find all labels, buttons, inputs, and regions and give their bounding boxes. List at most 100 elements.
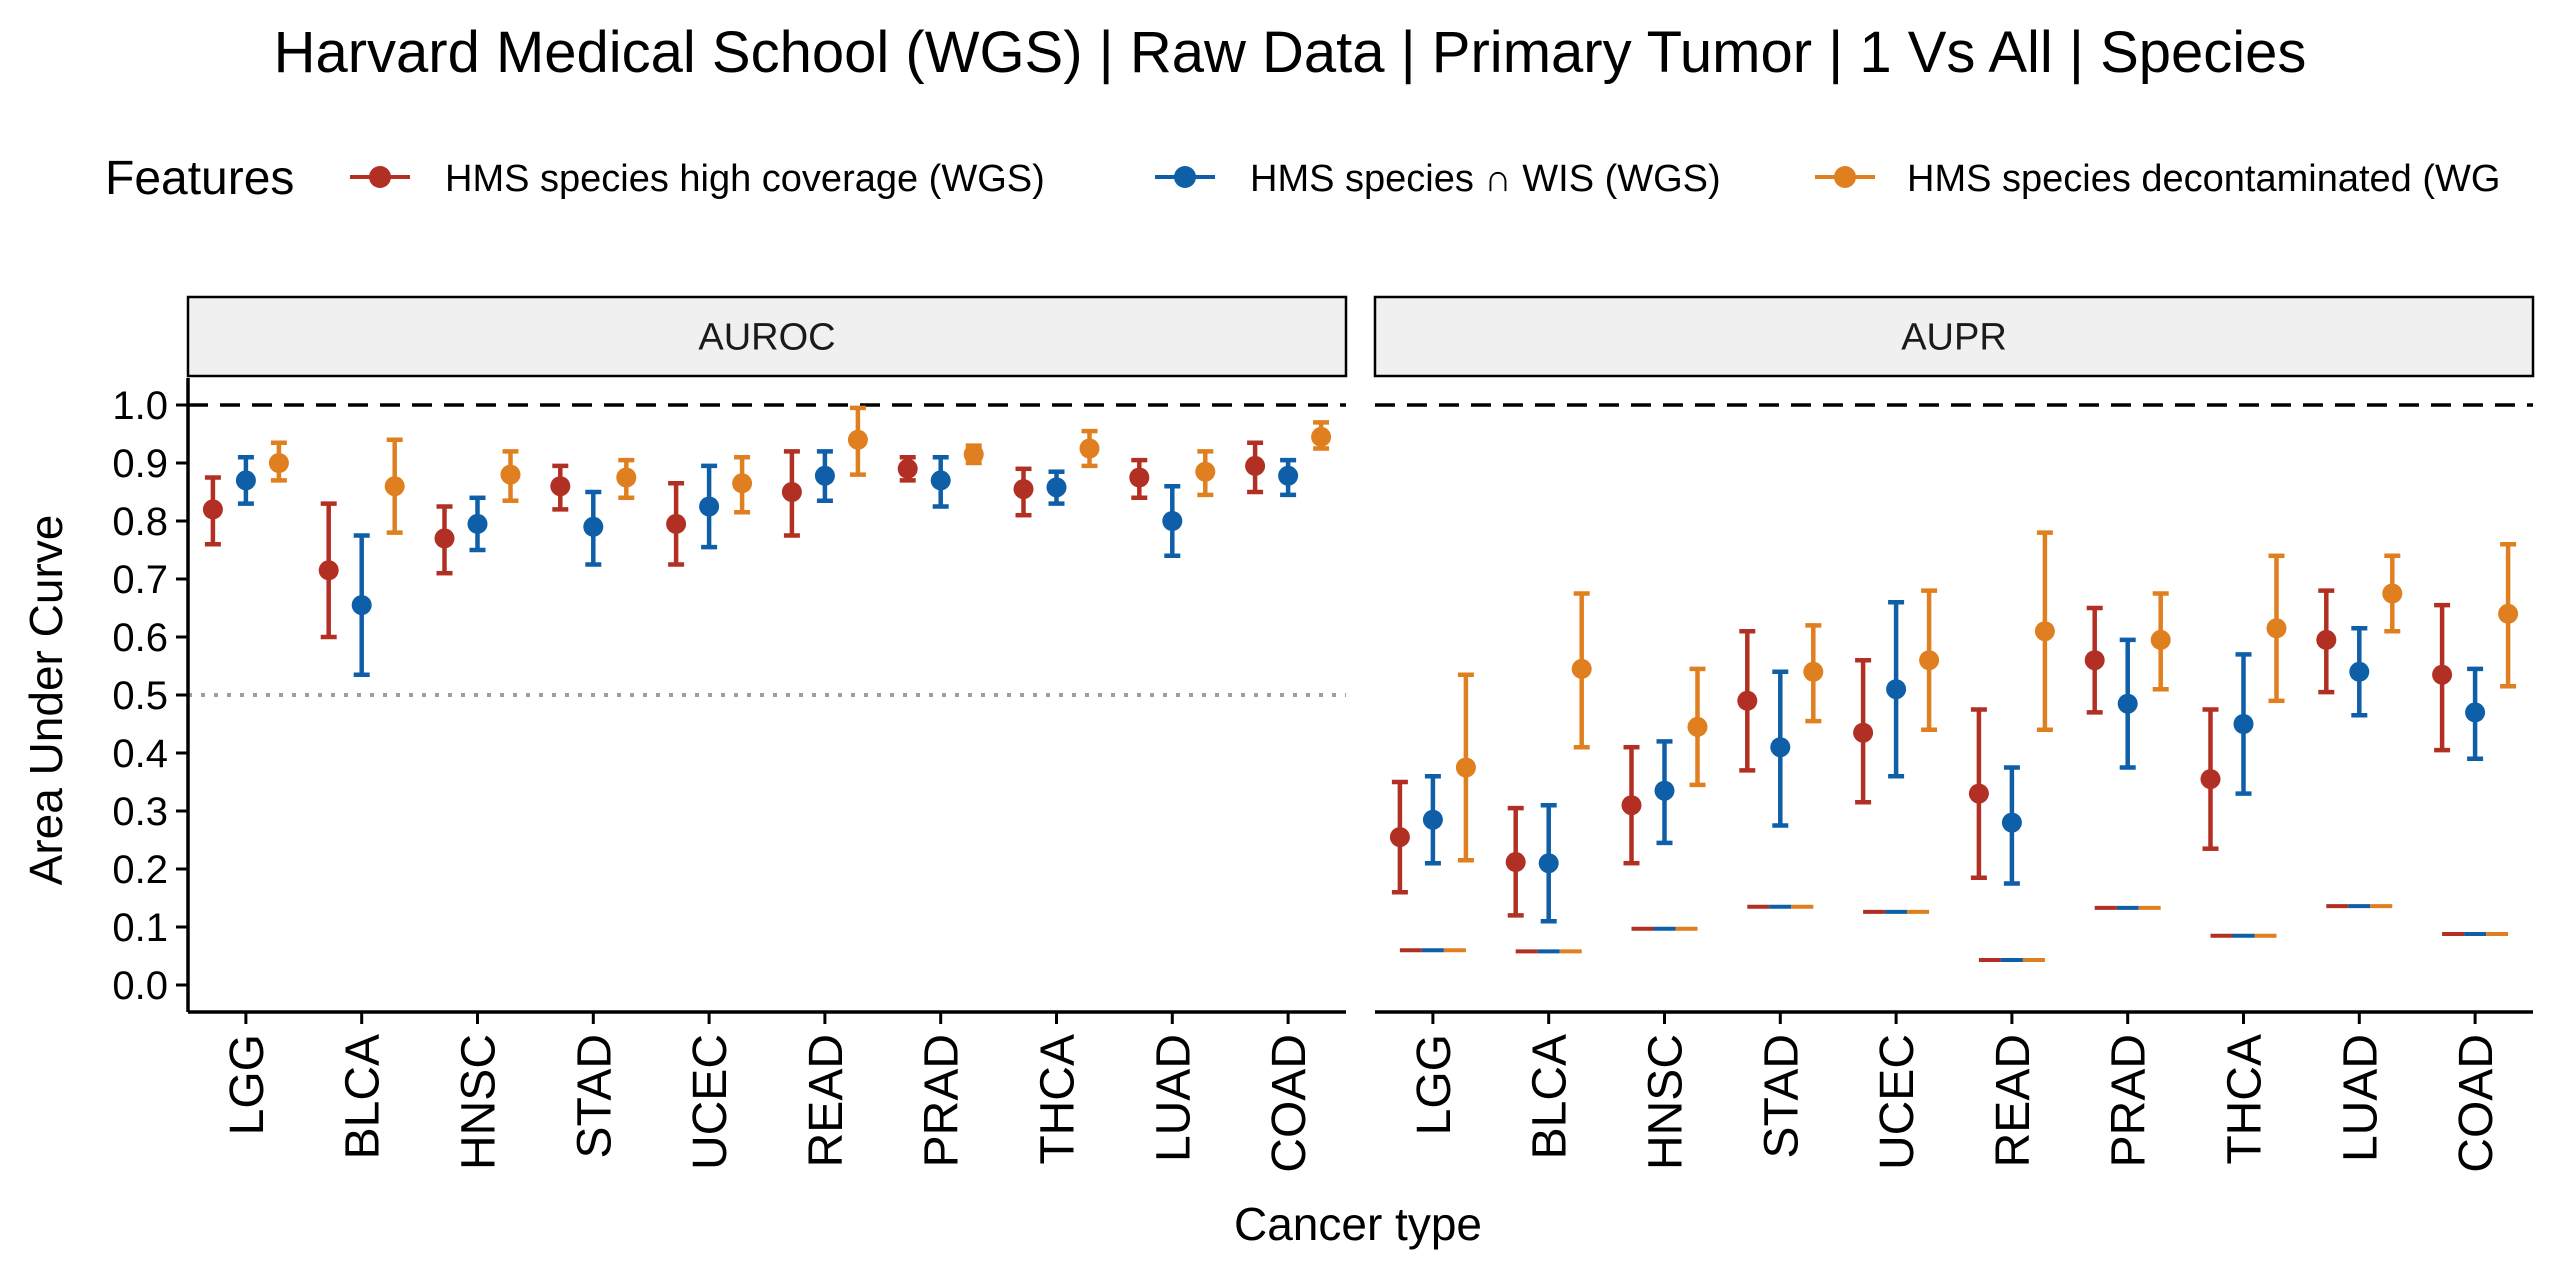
x-tick-label: LUAD bbox=[2334, 1034, 2387, 1162]
y-tick-label: 0.9 bbox=[112, 442, 168, 486]
data-point bbox=[1853, 722, 1874, 743]
x-tick-label: PRAD bbox=[2103, 1034, 2156, 1167]
data-point bbox=[1737, 690, 1758, 711]
data-point bbox=[583, 516, 604, 537]
data-point bbox=[2316, 629, 2337, 650]
x-tick-label: LGG bbox=[1408, 1034, 1461, 1135]
strip-aupr bbox=[1373, 295, 2535, 378]
data-point bbox=[814, 465, 835, 486]
data-point bbox=[1770, 737, 1791, 758]
data-point bbox=[2465, 702, 2486, 723]
x-tick-label: LUAD bbox=[1147, 1034, 1200, 1162]
x-tick-label: THCA bbox=[1032, 1034, 1085, 1165]
legend-label-2: HMS species decontaminated (WG bbox=[1907, 158, 2500, 200]
panel-aupr: AUPR LGG BLCA HNSC STAD UCEC READ PRAD THCA LUAD C… bbox=[1373, 295, 2535, 1173]
data-point bbox=[1311, 426, 1332, 447]
legend-title: Features bbox=[105, 152, 294, 205]
data-point bbox=[351, 595, 372, 616]
data-point bbox=[1621, 795, 1642, 816]
strip-label-auroc: AUROC bbox=[698, 317, 835, 359]
x-tick-label: STAD bbox=[568, 1034, 621, 1158]
x-tick-label: LGG bbox=[221, 1034, 274, 1135]
data-point bbox=[732, 473, 753, 494]
data-point bbox=[1968, 783, 1989, 804]
y-tick-label: 0.4 bbox=[112, 732, 168, 776]
panels-layer: AUROC LGG BLCA HNSC STAD UCEC READ PRAD THCA LUAD… bbox=[186, 295, 2535, 1173]
data-point bbox=[1803, 661, 1824, 682]
data-point bbox=[2084, 650, 2105, 671]
legend-entry-1: HMS species ∩ WIS (WGS) bbox=[1155, 158, 1721, 200]
data-point bbox=[202, 499, 223, 520]
x-tick-label: BLCA bbox=[1524, 1034, 1577, 1159]
x-tick-label: UCEC bbox=[684, 1034, 737, 1170]
data-point bbox=[1919, 650, 1940, 671]
data-point bbox=[666, 513, 687, 534]
data-point bbox=[2266, 618, 2287, 639]
legend-key-dot-1 bbox=[1174, 166, 1196, 188]
data-point bbox=[318, 560, 339, 581]
data-point bbox=[1505, 852, 1526, 873]
data-point bbox=[2349, 661, 2370, 682]
data-point bbox=[434, 528, 455, 549]
data-point bbox=[1278, 465, 1299, 486]
legend-label-0: HMS species high coverage (WGS) bbox=[445, 158, 1045, 200]
data-point bbox=[1455, 757, 1476, 778]
legend-entry-2: HMS species decontaminated (WG bbox=[1815, 158, 2500, 200]
data-point bbox=[2233, 714, 2254, 734]
data-point bbox=[1245, 455, 1266, 476]
data-point bbox=[1195, 461, 1216, 482]
data-point bbox=[500, 464, 521, 485]
data-point bbox=[1129, 467, 1150, 488]
legend-key-dot-2 bbox=[1834, 166, 1856, 188]
legend-entry-0: HMS species high coverage (WGS) bbox=[350, 158, 1045, 200]
panel-auroc: AUROC LGG BLCA HNSC STAD UCEC READ PRAD THCA LUAD… bbox=[186, 295, 1348, 1173]
y-tick-label: 0.6 bbox=[112, 616, 168, 660]
legend: Features HMS species high coverage (WGS)… bbox=[105, 152, 2500, 205]
data-point bbox=[781, 482, 802, 502]
x-tick-label: BLCA bbox=[337, 1034, 390, 1159]
data-point bbox=[616, 467, 637, 488]
data-point bbox=[1079, 438, 1100, 459]
strip-label-aupr: AUPR bbox=[1901, 317, 2007, 359]
data-point bbox=[699, 496, 720, 517]
y-tick-label: 0.5 bbox=[112, 674, 168, 718]
x-tick-label: HNSC bbox=[1640, 1034, 1693, 1170]
y-tick-label: 0.1 bbox=[112, 906, 168, 950]
x-tick-label: COAD bbox=[2450, 1034, 2503, 1173]
data-point bbox=[550, 476, 571, 497]
chart-title: Harvard Medical School (WGS) | Raw Data … bbox=[274, 20, 2307, 85]
data-point bbox=[1013, 479, 1034, 500]
x-tick-label: UCEC bbox=[1871, 1034, 1924, 1170]
data-point bbox=[2117, 693, 2138, 714]
x-axis-title: Cancer type bbox=[1234, 1198, 1482, 1250]
x-tick-label: COAD bbox=[1263, 1034, 1316, 1173]
data-point bbox=[963, 444, 984, 465]
data-point bbox=[235, 470, 256, 491]
data-point bbox=[2432, 664, 2453, 685]
data-point bbox=[1654, 780, 1675, 801]
data-point bbox=[384, 476, 405, 497]
x-tick-label: STAD bbox=[1755, 1034, 1808, 1158]
data-point bbox=[467, 513, 488, 534]
data-point bbox=[2498, 603, 2519, 624]
data-point bbox=[268, 453, 289, 473]
legend-label-1: HMS species ∩ WIS (WGS) bbox=[1250, 158, 1721, 200]
y-tick-label: 0.0 bbox=[112, 964, 168, 1008]
y-axis-title: Area Under Curve bbox=[20, 515, 72, 886]
data-point bbox=[2200, 769, 2221, 790]
data-point bbox=[930, 470, 951, 491]
x-tick-label: THCA bbox=[2219, 1034, 2272, 1165]
data-point bbox=[2001, 812, 2022, 833]
y-tick-label: 0.7 bbox=[112, 558, 168, 602]
data-point bbox=[1422, 809, 1443, 830]
legend-key-dot-0 bbox=[369, 166, 391, 188]
data-point bbox=[1162, 511, 1183, 531]
y-tick-label: 0.8 bbox=[112, 500, 168, 544]
x-tick-label: READ bbox=[800, 1034, 853, 1167]
data-point bbox=[1389, 827, 1410, 848]
data-point bbox=[2382, 583, 2403, 604]
x-tick-label: HNSC bbox=[453, 1034, 506, 1170]
data-point bbox=[1886, 679, 1907, 700]
y-tick-label: 0.2 bbox=[112, 848, 168, 892]
